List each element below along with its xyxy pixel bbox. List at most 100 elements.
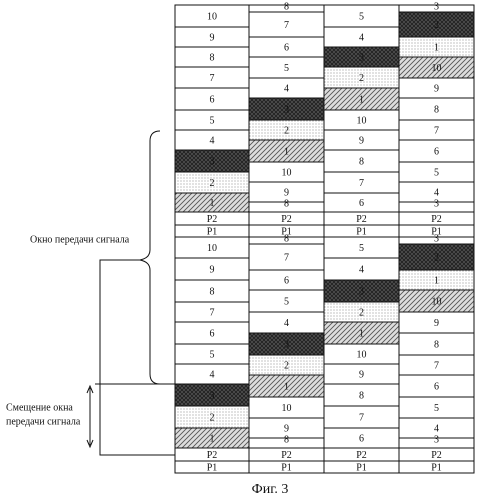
cell-label: 9: [210, 264, 215, 275]
cell-label: 3: [434, 1, 439, 12]
cell-label: 1: [284, 381, 289, 392]
cell-label: 1: [210, 198, 215, 209]
cell-label: 10: [207, 11, 217, 22]
cell-label: 10: [282, 403, 292, 414]
cell-label: 4: [434, 187, 439, 198]
cell-label: 8: [359, 390, 364, 401]
cell-label: 5: [210, 349, 215, 360]
cell-label: 9: [210, 32, 215, 43]
cell-label: 2: [210, 178, 215, 189]
cell-label: 2: [434, 252, 439, 263]
cell-label: P2: [207, 450, 218, 461]
cell-label: 2: [210, 412, 215, 423]
cell-label: 3: [359, 52, 364, 63]
cell-label: 7: [359, 412, 364, 423]
cell-label: 3: [434, 434, 439, 445]
cell-label: 2: [284, 125, 289, 136]
cell-label: 2: [284, 360, 289, 371]
window-leader: [100, 260, 175, 455]
cell-label: 3: [284, 339, 289, 350]
cell-label: 3: [434, 198, 439, 209]
cell-label: 8: [210, 286, 215, 297]
cell-label: 6: [434, 146, 439, 157]
cell-label: 3: [284, 104, 289, 115]
cell-label: 7: [434, 125, 439, 136]
cell-label: 8: [284, 233, 289, 244]
cell-label: 8: [434, 339, 439, 350]
cell-label: P2: [431, 450, 442, 461]
cell-label: 6: [284, 275, 289, 286]
cell-label: P2: [281, 214, 292, 225]
cell-label: 8: [284, 198, 289, 209]
cell-label: P2: [356, 214, 367, 225]
cell-label: P1: [356, 462, 367, 473]
offset-label: Смещение окна: [6, 402, 73, 413]
cell-label: P2: [281, 450, 292, 461]
cell-label: 6: [284, 42, 289, 53]
offset-label: передачи сигнала: [6, 416, 81, 427]
cell-label: 10: [282, 167, 292, 178]
cell-label: 5: [434, 403, 439, 414]
brackets: [87, 131, 175, 455]
cell-label: 6: [359, 198, 364, 209]
cell-label: 5: [434, 167, 439, 178]
cell-label: 3: [210, 156, 215, 167]
window-brace: [140, 131, 160, 384]
cell-label: 7: [210, 73, 215, 84]
cell-label: 8: [284, 1, 289, 12]
cell-label: 7: [359, 178, 364, 189]
cell-label: 1: [434, 275, 439, 286]
cell-label: 4: [434, 423, 439, 434]
cell-label: P1: [281, 462, 292, 473]
cell-label: 6: [359, 433, 364, 444]
cell-label: 7: [284, 20, 289, 31]
cell-label: P1: [356, 226, 367, 237]
cell-label: 8: [434, 104, 439, 115]
cell-label: 2: [359, 73, 364, 84]
cell-label: P2: [207, 214, 218, 225]
figure: Окно передачи сигнала Смещение окна пере…: [0, 0, 480, 500]
cell-label: 7: [434, 360, 439, 371]
cell-label: 3: [359, 286, 364, 297]
cell-label: 1: [284, 146, 289, 157]
cell-label: 9: [359, 369, 364, 380]
cell-label: P1: [207, 226, 218, 237]
cell-label: 9: [284, 187, 289, 198]
cell-label: 7: [210, 307, 215, 318]
cell-label: 8: [359, 156, 364, 167]
cell-label: 6: [210, 94, 215, 105]
window-label: Окно передачи сигнала: [30, 234, 130, 245]
cell-label: 10: [357, 349, 367, 360]
cell-label: 10: [207, 243, 217, 254]
cell-label: 4: [359, 32, 364, 43]
cell-label: 3: [434, 233, 439, 244]
cell-label: 1: [359, 328, 364, 339]
cell-label: 1: [359, 94, 364, 105]
cell-label: 2: [359, 307, 364, 318]
cell-label: P2: [431, 214, 442, 225]
cell-label: 10: [432, 63, 442, 74]
cell-label: 9: [359, 135, 364, 146]
page: {"columns": [ {"cells": [{"label": "10"}…: [0, 0, 480, 500]
cell-label: 9: [434, 318, 439, 329]
cell-label: 8: [210, 52, 215, 63]
cell-label: 9: [284, 423, 289, 434]
cell-label: 3: [210, 390, 215, 401]
caption: Фиг. 3: [252, 482, 289, 497]
cell-label: 7: [284, 252, 289, 263]
cell-label: 8: [284, 434, 289, 445]
cell-label: 5: [359, 243, 364, 254]
cell-label: 5: [359, 11, 364, 22]
cell-label: 6: [210, 328, 215, 339]
cell-label: 4: [210, 135, 215, 146]
cell-label: P1: [207, 462, 218, 473]
cell-label: 10: [432, 296, 442, 307]
cell-label: 4: [210, 369, 215, 380]
cell-label: 6: [434, 381, 439, 392]
cell-label: 10: [357, 115, 367, 126]
cell-label: 4: [284, 318, 289, 329]
cell-label: 4: [359, 264, 364, 275]
cell-label: 2: [434, 20, 439, 31]
cell-label: 5: [284, 296, 289, 307]
cell-label: 1: [210, 433, 215, 444]
